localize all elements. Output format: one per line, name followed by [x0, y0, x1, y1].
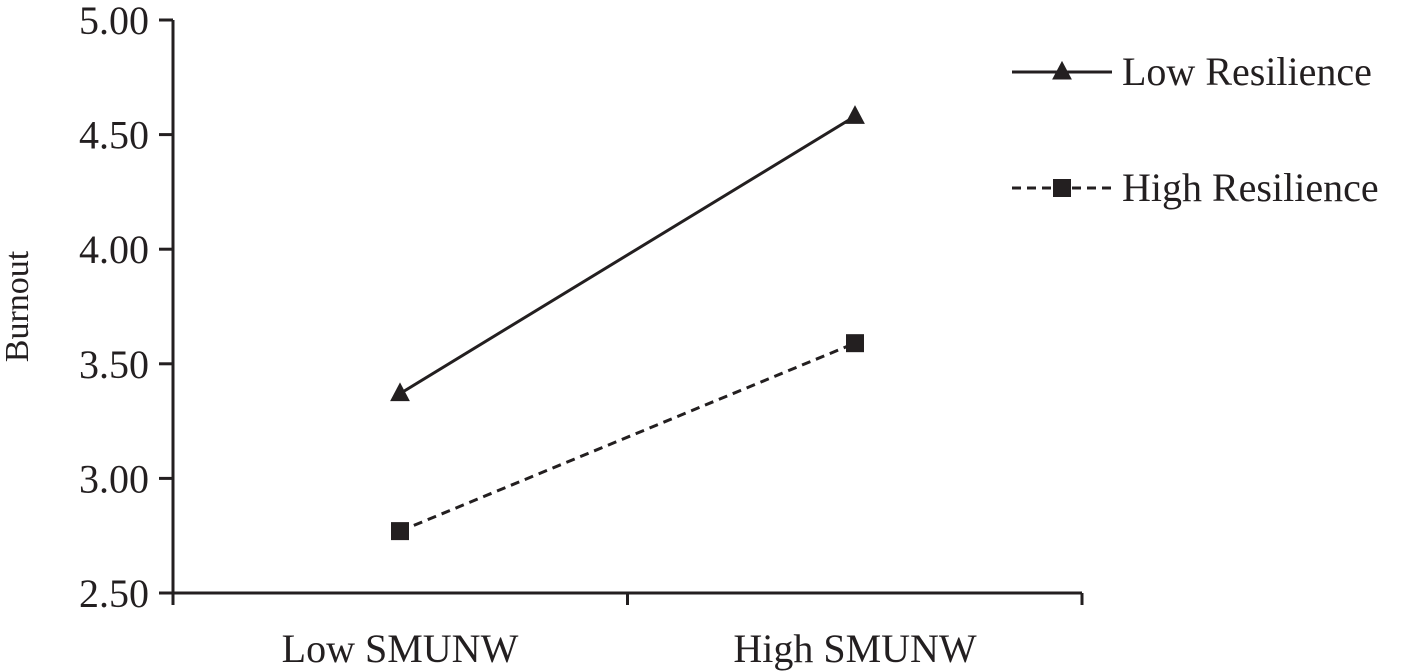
legend-item: Low Resilience — [1012, 49, 1372, 94]
legend-marker-triangle — [1052, 60, 1072, 80]
series-high-resilience — [391, 334, 864, 541]
y-axis-title: Burnout — [0, 250, 36, 362]
x-tick-label: High SMUNW — [733, 626, 977, 671]
y-tick-label: 4.50 — [79, 113, 149, 158]
legend-label: High Resilience — [1122, 165, 1379, 210]
legend-label: Low Resilience — [1122, 49, 1372, 94]
y-axis: 2.50 3.00 3.50 4.00 4.50 5.00 — [79, 0, 175, 616]
x-tick-label: Low SMUNW — [282, 626, 519, 671]
data-point-square — [846, 334, 864, 353]
data-point-square — [391, 522, 409, 541]
legend-marker-square — [1053, 179, 1071, 197]
series-low-resilience — [390, 105, 865, 402]
y-tick-label: 4.00 — [79, 227, 149, 272]
series-line — [399, 341, 856, 533]
legend-item: High Resilience — [1012, 165, 1379, 210]
legend: Low Resilience High Resilience — [1012, 49, 1379, 210]
y-tick-label: 3.50 — [79, 342, 149, 387]
y-tick-label: 2.50 — [79, 571, 149, 616]
y-tick-label: 5.00 — [79, 0, 149, 43]
series-line — [399, 114, 856, 395]
y-tick-label: 3.00 — [79, 456, 149, 501]
series-layer — [390, 105, 865, 541]
x-axis: Low SMUNW High SMUNW — [171, 591, 1084, 671]
data-point-triangle — [845, 105, 865, 124]
data-point-triangle — [390, 382, 410, 402]
